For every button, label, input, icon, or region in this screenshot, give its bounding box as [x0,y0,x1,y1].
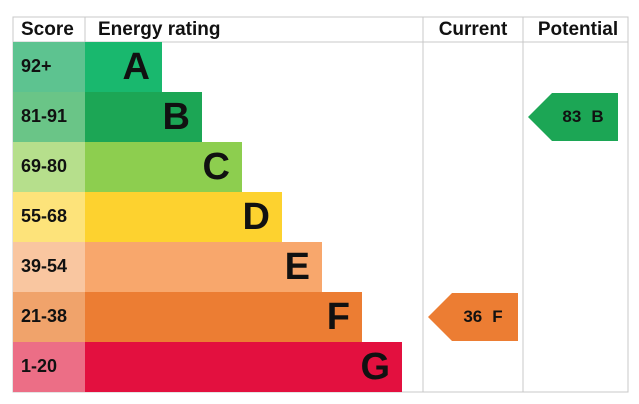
current-letter: F [492,307,502,326]
score-label: 69-80 [21,156,67,176]
score-cell [13,142,85,192]
score-label: 39-54 [21,256,67,276]
current-arrow [428,293,518,341]
header-score: Score [21,19,74,40]
rating-bar [85,142,242,192]
rating-letter: F [327,296,350,338]
rating-bar [85,42,162,92]
potential-letter: B [591,107,603,126]
rating-letter: A [123,46,150,88]
header-current: Current [439,19,508,40]
rating-letter: B [163,96,190,138]
rating-bar [85,242,322,292]
rating-letter: C [203,146,230,188]
potential-score: 83 [562,107,581,126]
score-label: 21-38 [21,306,67,326]
score-label: 81-91 [21,106,67,126]
rating-bar [85,342,402,392]
score-label: 1-20 [21,356,57,376]
potential-label: 83 B [562,107,603,126]
rating-bar [85,92,202,142]
score-label: 92+ [21,56,52,76]
rating-letter: G [360,346,390,388]
score-cell [13,292,85,342]
rating-bar [85,192,282,242]
rating-letter: E [285,246,310,288]
score-cell [13,192,85,242]
score-cell [13,342,85,392]
score-label: 55-68 [21,206,67,226]
header-potential: Potential [538,19,618,40]
rating-letter: D [243,196,270,238]
score-cell [13,92,85,142]
potential-arrow [528,93,618,141]
current-score: 36 [463,307,482,326]
score-cell [13,42,85,92]
current-label: 36 F [463,307,502,326]
score-cell [13,242,85,292]
header-rating: Energy rating [98,19,220,40]
rating-bar [85,292,362,342]
